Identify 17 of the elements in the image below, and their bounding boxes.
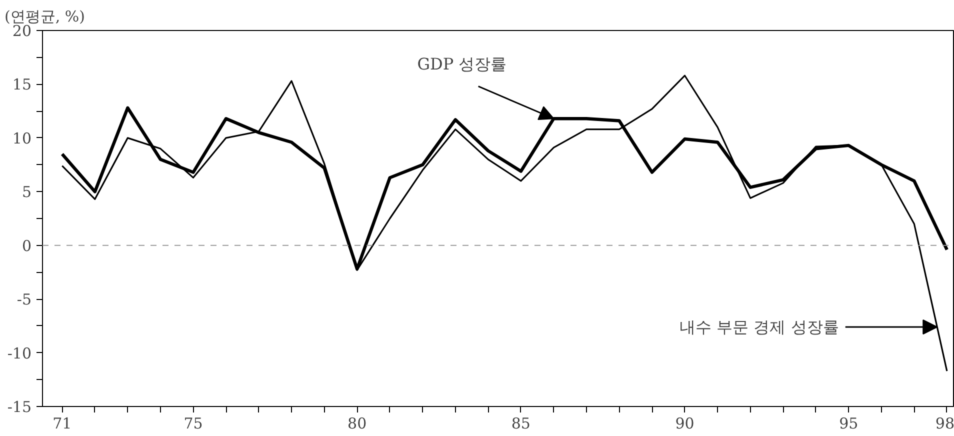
annotation: 내수 부문 경제 성장률 (680, 318, 839, 337)
x-tick-label: 98 (935, 414, 954, 432)
x-tick-label: 75 (184, 414, 203, 432)
y-tick-label: 10 (12, 129, 32, 148)
y-tick-label: 0 (22, 236, 32, 255)
annotation: GDP 성장률 (417, 54, 507, 74)
x-tick-label: 80 (348, 414, 367, 432)
line-series (61, 74, 948, 372)
x-tick-label: 95 (839, 414, 858, 432)
y-tick-label: -5 (16, 290, 32, 309)
y-tick-label: 15 (12, 76, 32, 94)
x-tick-label: 90 (675, 414, 694, 432)
y-tick-label: 5 (22, 183, 32, 202)
x-tick-label: 71 (52, 414, 72, 432)
y-tick-label: -10 (7, 344, 32, 362)
y-tick-label: -15 (7, 398, 32, 416)
x-tick-label: 85 (511, 414, 530, 432)
